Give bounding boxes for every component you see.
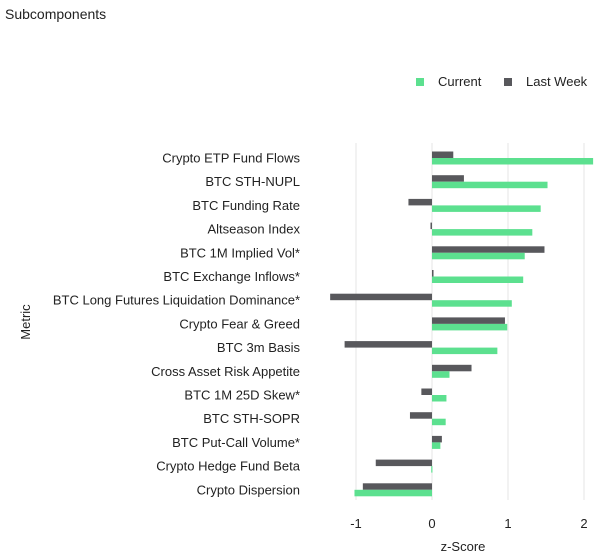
category-label: BTC 1M Implied Vol*	[180, 245, 300, 260]
category-label: BTC STH-NUPL	[205, 174, 300, 189]
category-label: BTC STH-SOPR	[203, 411, 300, 426]
bar-current	[432, 371, 450, 378]
chart-title: Subcomponents	[5, 6, 107, 22]
legend: Current Last Week	[412, 74, 612, 94]
bar-current	[431, 466, 433, 473]
category-label: BTC Long Futures Liquidation Dominance*	[53, 293, 300, 308]
bar-last-week	[430, 222, 432, 230]
bar-last-week	[432, 364, 472, 372]
legend-label-last-week: Last Week	[526, 74, 588, 89]
bar-current	[432, 158, 594, 165]
x-tick-label: -1	[350, 516, 362, 531]
category-label: Crypto ETP Fund Flows	[162, 151, 300, 166]
bar-current	[432, 276, 524, 283]
bar-last-week	[432, 317, 505, 324]
category-label: BTC Exchange Inflows*	[163, 269, 300, 284]
legend-swatch-last-week	[504, 77, 512, 86]
category-label: Altseason Index	[207, 222, 300, 237]
category-label: Crypto Dispersion	[197, 482, 300, 497]
bar-current	[432, 418, 446, 426]
bar-last-week	[432, 151, 454, 158]
category-labels: Crypto ETP Fund Flows BTC STH-NUPL BTC Fun…	[53, 151, 301, 498]
bar-current	[432, 181, 548, 189]
bar-current	[432, 205, 541, 212]
bars	[330, 151, 594, 497]
legend-item-last-week: Last Week	[504, 74, 587, 89]
bar-last-week	[375, 459, 432, 467]
bar-last-week	[421, 388, 432, 395]
bar-last-week	[330, 293, 432, 301]
legend-label-current: Current	[438, 74, 482, 89]
bar-current	[432, 442, 441, 449]
category-label: BTC 1M 25D Skew*	[184, 388, 300, 403]
category-label: BTC 3m Basis	[217, 340, 301, 355]
legend-item-current: Current	[416, 74, 481, 89]
bar-current	[432, 395, 447, 402]
bar-current	[432, 323, 508, 331]
bar-last-week	[432, 175, 464, 182]
category-label: Crypto Fear & Greed	[179, 316, 300, 331]
bar-current	[432, 252, 525, 260]
bar-current	[354, 489, 432, 497]
category-label: BTC Put-Call Volume*	[172, 435, 300, 450]
legend-swatch-current	[416, 77, 424, 86]
bar-last-week	[409, 412, 432, 419]
category-label: Cross Asset Risk Appetite	[151, 364, 300, 379]
bar-current	[432, 300, 512, 307]
x-tick-label: 1	[504, 516, 511, 531]
x-tick-label: 0	[428, 516, 435, 531]
x-axis-label: z-Score	[441, 539, 486, 554]
bar-last-week	[408, 198, 432, 206]
x-tick-labels: -1 0 1 2	[350, 516, 587, 531]
bar-current	[432, 229, 533, 236]
bar-last-week	[362, 483, 432, 490]
category-label: Crypto Hedge Fund Beta	[156, 459, 301, 474]
bar-last-week	[432, 270, 434, 277]
bar-current	[432, 347, 498, 355]
y-axis-label: Metric	[18, 304, 33, 340]
x-tick-label: 2	[580, 516, 587, 531]
bar-last-week	[432, 435, 442, 443]
bar-last-week	[344, 341, 432, 348]
bar-last-week	[432, 246, 545, 253]
category-label: BTC Funding Rate	[192, 198, 300, 213]
